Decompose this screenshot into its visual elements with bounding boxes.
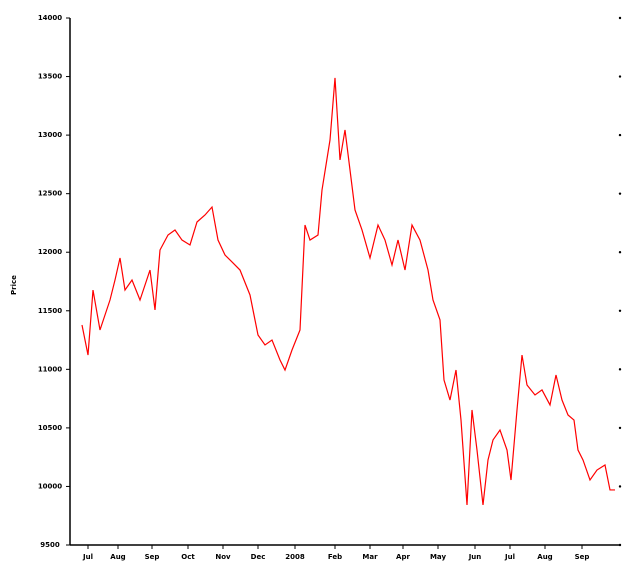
x-tick-label: May bbox=[430, 553, 446, 561]
y-tick-label: 9500 bbox=[40, 541, 60, 549]
y-tick-label: 11500 bbox=[38, 307, 62, 315]
y2-tick bbox=[618, 543, 622, 547]
y-tick-label: 13500 bbox=[38, 73, 62, 81]
y2-tick bbox=[618, 368, 622, 371]
x-tick-label: 2008 bbox=[285, 553, 305, 561]
y-tick-label: 10000 bbox=[38, 482, 62, 490]
x-tick-label: Dec bbox=[251, 553, 266, 561]
y2-tick bbox=[618, 485, 622, 488]
y-tick-label: 12000 bbox=[38, 248, 62, 256]
x-tick-label: Jul bbox=[504, 553, 515, 561]
y-tick-label: 14000 bbox=[38, 14, 62, 22]
price-line bbox=[81, 77, 615, 506]
x-tick-label: Sep bbox=[145, 553, 160, 561]
y-axis-label: Price bbox=[10, 275, 18, 295]
x-tick-label: Aug bbox=[110, 553, 125, 561]
x-tick-label: Jul bbox=[82, 553, 93, 561]
y2-tick bbox=[618, 75, 622, 78]
x-tick-label: Feb bbox=[328, 553, 342, 561]
x-tick-label: Aug bbox=[537, 553, 552, 561]
y-tick-label: 11000 bbox=[38, 365, 62, 373]
y2-tick bbox=[618, 251, 622, 254]
y-tick-label: 12500 bbox=[38, 190, 62, 198]
y2-tick bbox=[618, 309, 622, 312]
x-tick-label: Mar bbox=[362, 553, 378, 561]
y2-tick bbox=[618, 16, 622, 20]
x-tick-label: Jun bbox=[468, 553, 482, 561]
x-tick-label: Oct bbox=[181, 553, 195, 561]
y2-tick bbox=[618, 133, 622, 137]
y-tick-label: 10500 bbox=[38, 424, 62, 432]
x-tick-label: Apr bbox=[396, 553, 410, 561]
x-tick-label: Sep bbox=[575, 553, 590, 561]
x-tick-label: Nov bbox=[215, 553, 231, 561]
y-tick-label: 13000 bbox=[38, 131, 62, 139]
y2-tick bbox=[618, 192, 622, 195]
y2-tick bbox=[618, 426, 622, 430]
